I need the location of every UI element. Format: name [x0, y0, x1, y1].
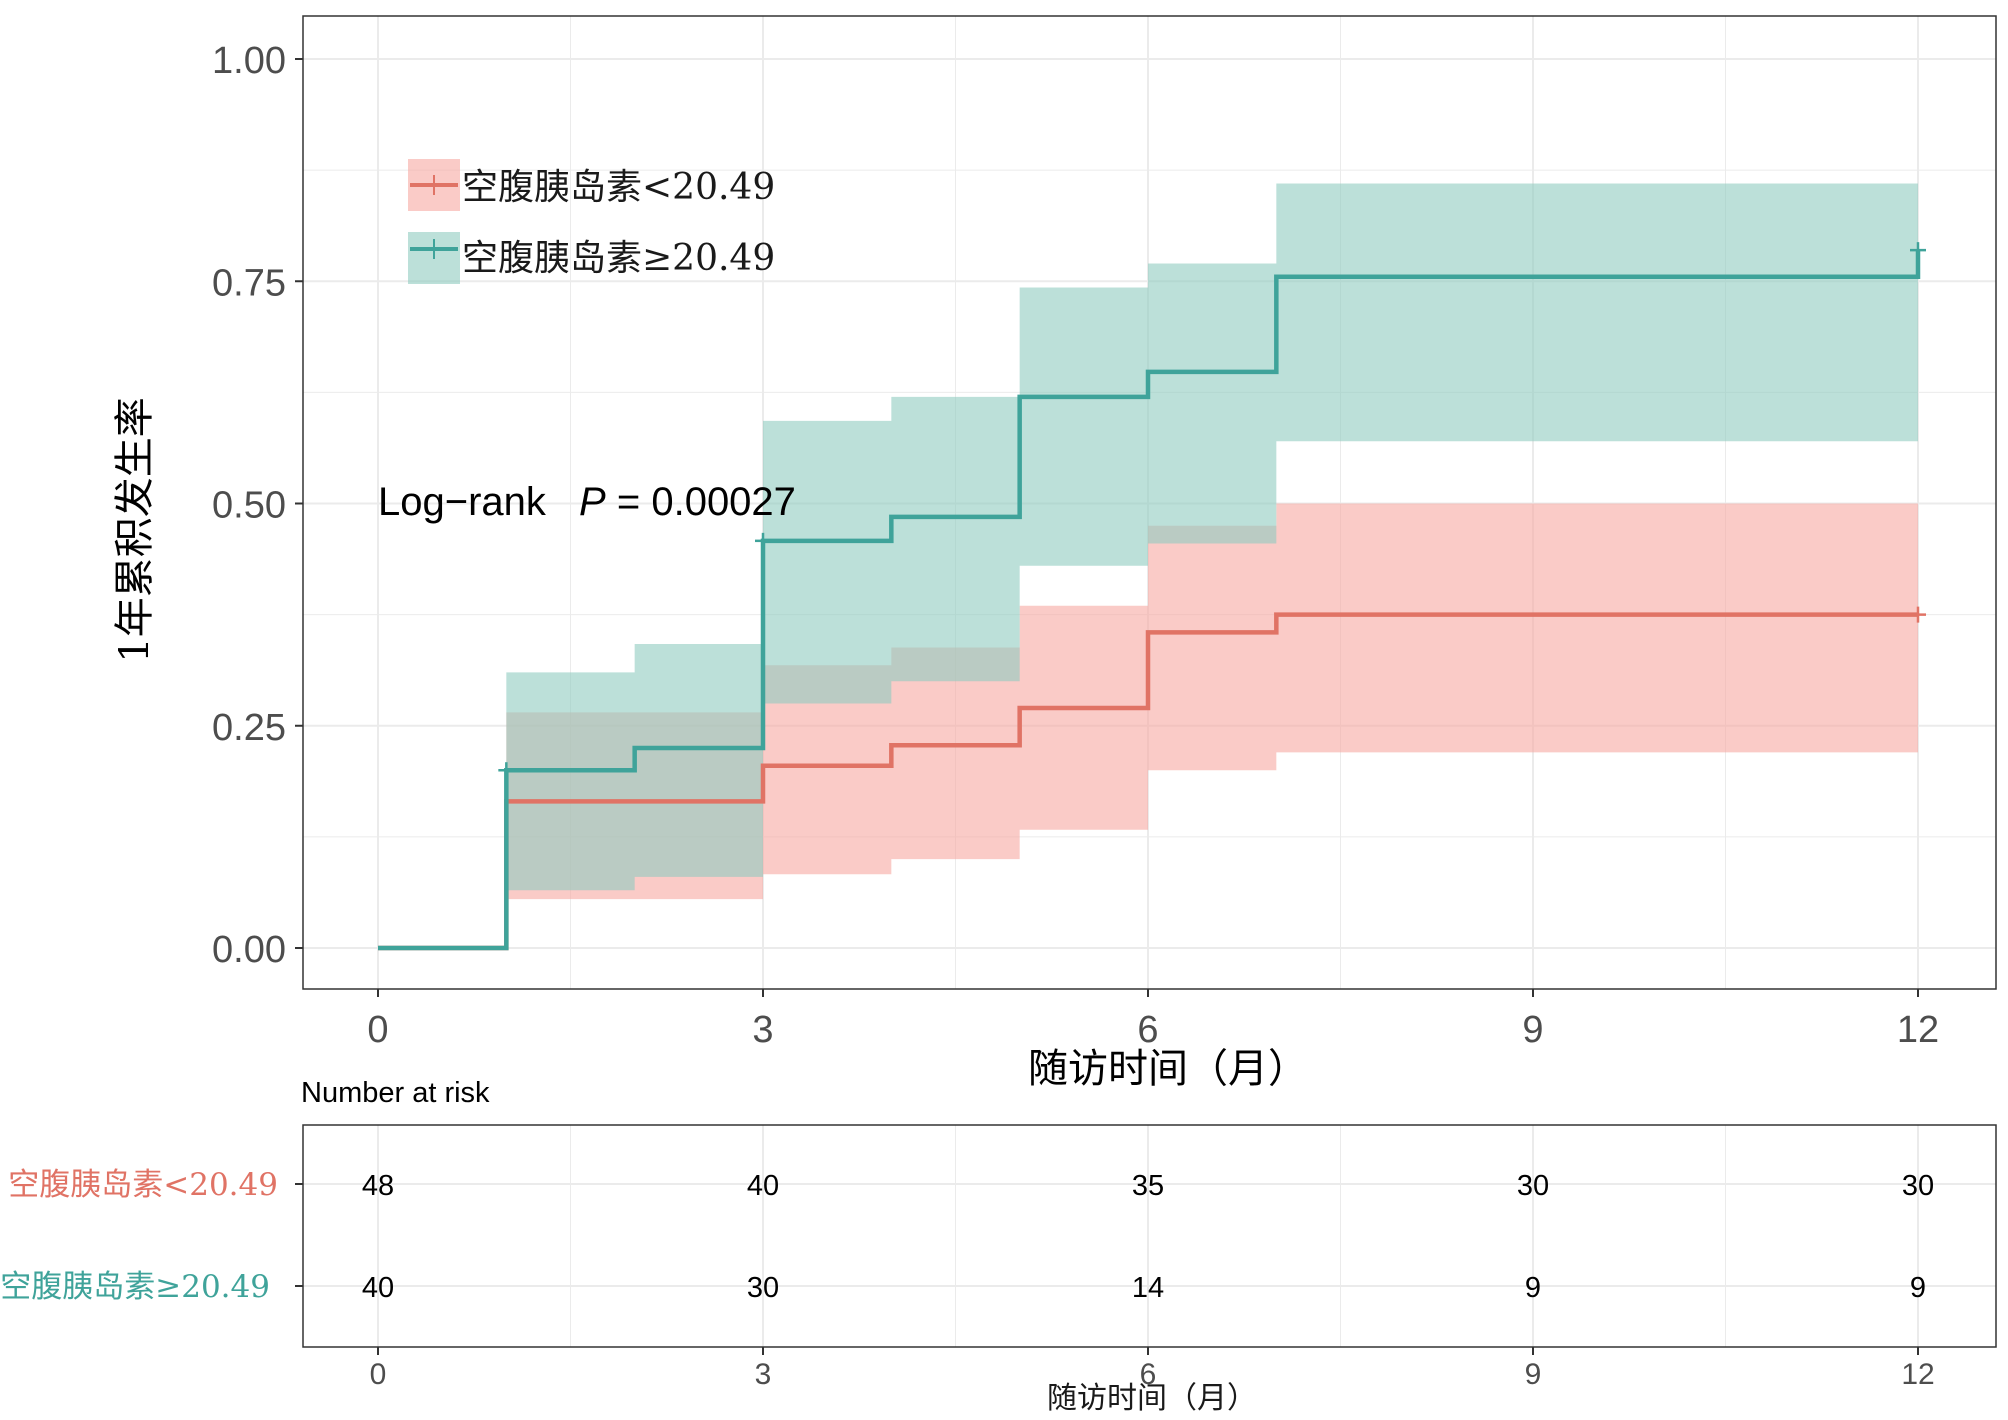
legend: 空腹胰岛素<20.49 空腹胰岛素≥20.49	[408, 159, 775, 284]
risk-table-title: Number at risk	[301, 1077, 490, 1109]
y-tick-label: 0.75	[212, 262, 286, 304]
censor-mark-high	[755, 532, 771, 549]
risk-cell: 35	[1132, 1170, 1164, 1202]
curve-high	[378, 250, 1921, 951]
risk-cell: 48	[362, 1170, 394, 1202]
risk-cell: 30	[1902, 1170, 1934, 1202]
risk-table-cells: 48 40 35 30 30 40 30 14 9 9	[362, 1170, 1934, 1304]
risk-table-grid	[303, 1125, 1996, 1347]
x-tick-label: 3	[752, 1009, 773, 1051]
ci-band-low	[506, 503, 1918, 900]
x-tick-label: 6	[1137, 1009, 1158, 1051]
risk-cell: 9	[1910, 1272, 1926, 1304]
legend-item-low: 空腹胰岛素<20.49	[408, 159, 775, 211]
legend-label-high: 空腹胰岛素≥20.49	[462, 238, 775, 279]
risk-row-label-low: 空腹胰岛素<20.49	[8, 1167, 278, 1203]
risk-x-tick-label: 6	[1140, 1358, 1157, 1391]
logrank-prefix: Log−rank	[378, 480, 547, 524]
y-tick-label: 0.00	[212, 929, 286, 971]
survival-curves	[378, 250, 1921, 951]
risk-cell: 40	[362, 1272, 394, 1304]
x-tick-label: 0	[367, 1009, 388, 1051]
logrank-annotation: Log−rank P = 0.00027	[378, 480, 796, 524]
risk-x-tick-label: 9	[1525, 1358, 1542, 1391]
x-axis: 0 3 6 9 12	[367, 989, 1939, 1051]
censor-marks	[498, 242, 1926, 779]
y-tick-label: 1.00	[212, 40, 286, 82]
curve-low	[378, 612, 1918, 951]
risk-table-frame	[302, 1124, 1997, 1348]
risk-table-x-axis-title: 随访时间（月）	[1047, 1381, 1257, 1416]
censor-mark-high	[498, 762, 515, 779]
risk-table-x-axis: 0 3 6 9 12	[370, 1347, 1935, 1391]
risk-cell: 30	[1517, 1170, 1549, 1202]
p-symbol: P	[579, 480, 606, 524]
risk-table-row-labels: 空腹胰岛素<20.49 空腹胰岛素≥20.49	[0, 1167, 303, 1305]
x-axis-title: 随访时间（月）	[1028, 1046, 1308, 1092]
legend-item-high: 空腹胰岛素≥20.49	[408, 232, 775, 284]
ci-band-high	[506, 183, 1918, 891]
y-axis: 0.00 0.25 0.50 0.75 1.00	[212, 40, 303, 971]
censor-mark-low	[1910, 606, 1926, 623]
y-tick-label: 0.25	[212, 707, 286, 749]
risk-cell: 40	[747, 1170, 779, 1202]
risk-cell: 9	[1525, 1272, 1541, 1304]
risk-cell: 14	[1132, 1272, 1164, 1304]
risk-x-tick-label: 0	[370, 1358, 387, 1391]
risk-x-tick-label: 12	[1901, 1358, 1934, 1391]
y-tick-label: 0.50	[212, 485, 286, 527]
y-axis-title: 1年累积发生率	[112, 397, 158, 662]
risk-cell: 30	[747, 1272, 779, 1304]
legend-label-low: 空腹胰岛素<20.49	[462, 167, 775, 208]
risk-row-label-high: 空腹胰岛素≥20.49	[0, 1269, 270, 1305]
risk-x-tick-label: 3	[755, 1358, 772, 1391]
p-value: = 0.00027	[617, 480, 796, 524]
x-tick-label: 9	[1522, 1009, 1543, 1051]
censor-mark-high	[1910, 242, 1926, 259]
x-tick-label: 12	[1897, 1009, 1939, 1051]
confidence-bands	[506, 183, 1918, 900]
main-plot-panel: 0.00 0.25 0.50 0.75 1.00 0 3 6 9 12 空腹胰岛素<20.49 …	[112, 15, 1997, 1092]
